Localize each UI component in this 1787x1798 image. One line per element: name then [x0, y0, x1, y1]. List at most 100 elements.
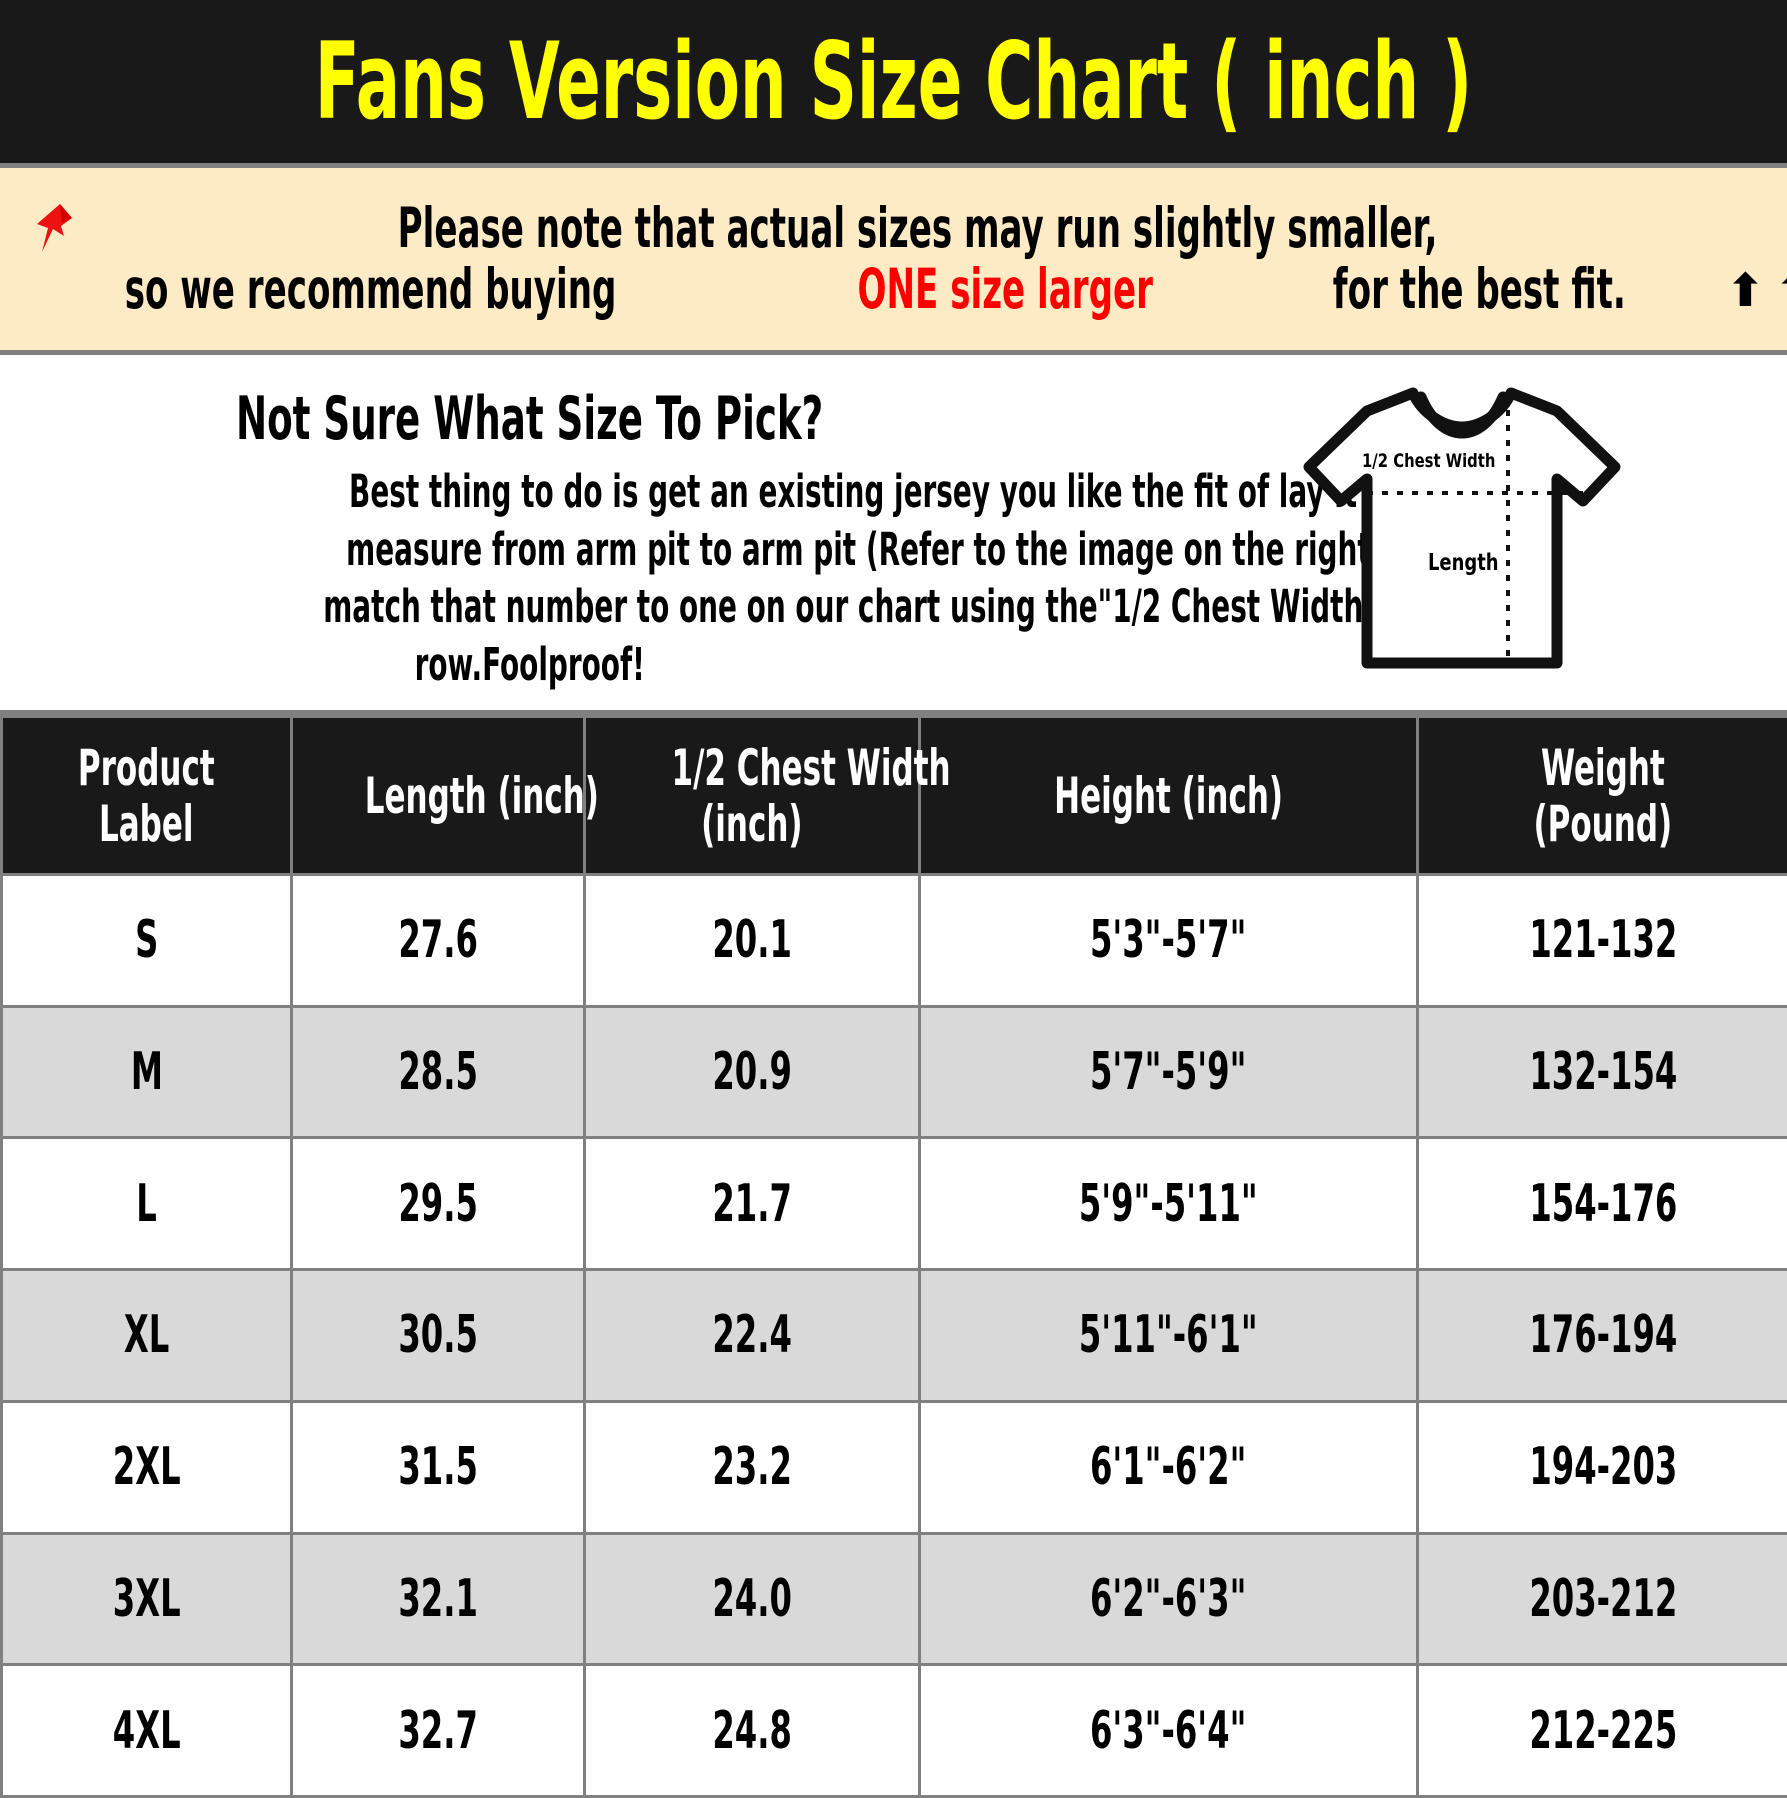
cell-height: 5'9"-5'11"	[918, 1136, 1419, 1272]
sizing-help-body-text: row.Foolproof!	[414, 637, 646, 691]
cell-half-chest-width-text: 21.7	[712, 1173, 792, 1234]
note-text-2b: for the best fit.	[1333, 257, 1627, 321]
cell-weight-text: 212-225	[1529, 1700, 1677, 1761]
col-header-line: 1/2 Chest Width	[671, 738, 951, 797]
size-table-body: S 27.6 20.1 5'3"-5'7" 121-132 M 28.5 20.9 5'7"-5…	[0, 873, 1787, 1798]
sizing-help-text: Not Sure What Size To Pick? Best thing t…	[0, 355, 1488, 694]
cell-product-label-text: M	[130, 1042, 163, 1103]
cell-half-chest-width-text: 24.8	[712, 1700, 792, 1761]
cell-half-chest-width-text: 24.0	[712, 1568, 792, 1629]
cell-weight-text: 194-203	[1529, 1437, 1677, 1498]
table-row: S 27.6 20.1 5'3"-5'7" 121-132	[0, 873, 1787, 1008]
arrow-up-icon-1: ⬆	[1726, 262, 1765, 317]
cell-length-text: 31.5	[398, 1437, 478, 1498]
table-header-row: Product Label Length (inch) 1/2 Chest Wi…	[0, 715, 1787, 876]
table-row: L 29.5 21.7 5'9"-5'11" 154-176	[0, 1136, 1787, 1272]
col-header-line: Height (inch)	[1054, 766, 1283, 825]
cell-weight-text: 154-176	[1529, 1173, 1677, 1234]
cell-length: 27.6	[290, 873, 586, 1008]
col-header-height: Height (inch)	[918, 715, 1419, 876]
table-row: 3XL 32.1 24.0 6'2"-6'3" 203-212	[0, 1531, 1787, 1667]
cell-product-label: 3XL	[0, 1531, 293, 1667]
cell-length: 32.1	[290, 1531, 586, 1667]
size-table: Product Label Length (inch) 1/2 Chest Wi…	[0, 715, 1787, 1798]
table-row: XL 30.5 22.4 5'11"-6'1" 176-194	[0, 1268, 1787, 1403]
cell-height: 6'3"-6'4"	[918, 1663, 1419, 1798]
cell-weight: 121-132	[1416, 873, 1787, 1008]
cell-half-chest-width-text: 22.4	[712, 1305, 792, 1366]
cell-height-text: 5'11"-6'1"	[1079, 1305, 1258, 1366]
cell-length-text: 30.5	[398, 1305, 478, 1366]
cell-product-label-text: L	[136, 1173, 157, 1234]
sizing-help-heading-text: Not Sure What Size To Pick?	[236, 384, 824, 454]
table-row: 2XL 31.5 23.2 6'1"-6'2" 194-203	[0, 1399, 1787, 1535]
cell-weight-text: 203-212	[1529, 1568, 1677, 1629]
page-title: Fans Version Size Chart ( inch )	[314, 19, 1473, 143]
cell-weight-text: 176-194	[1529, 1305, 1677, 1366]
cell-weight: 194-203	[1416, 1399, 1787, 1535]
cell-height: 5'3"-5'7"	[918, 873, 1419, 1008]
divider-under-note	[0, 350, 1787, 355]
cell-length-text: 28.5	[398, 1042, 478, 1103]
cell-length-text: 32.7	[398, 1700, 478, 1761]
cell-half-chest-width: 21.7	[583, 1136, 921, 1272]
cell-length: 28.5	[290, 1004, 586, 1140]
note-line-1: Please note that actual sizes may run sl…	[31, 195, 1756, 260]
col-header-line: Label	[99, 794, 194, 853]
col-header-product-label: Product Label	[0, 715, 293, 876]
cell-half-chest-width-text: 23.2	[712, 1437, 792, 1498]
cell-product-label: 4XL	[0, 1663, 293, 1798]
cell-weight: 176-194	[1416, 1268, 1787, 1403]
cell-height-text: 6'3"-6'4"	[1090, 1700, 1247, 1761]
divider-under-title	[0, 163, 1787, 168]
cell-half-chest-width: 24.0	[583, 1531, 921, 1667]
cell-height: 5'7"-5'9"	[918, 1004, 1419, 1140]
title-bar: Fans Version Size Chart ( inch )	[0, 0, 1787, 163]
col-header-half-chest-width: 1/2 Chest Width (inch)	[583, 715, 951, 876]
sizing-help-body-line: match that number to one on our chart us…	[0, 578, 1378, 636]
cell-height: 5'11"-6'1"	[918, 1268, 1419, 1403]
cell-length-text: 27.6	[398, 910, 478, 971]
tshirt-length-label: Length	[1428, 550, 1499, 576]
sizing-help-body-text: measure from arm pit to arm pit (Refer t…	[346, 522, 1476, 576]
table-row: 4XL 32.7 24.8 6'3"-6'4" 212-225	[0, 1663, 1787, 1798]
cell-length: 31.5	[290, 1399, 586, 1535]
cell-product-label-text: XL	[123, 1305, 170, 1366]
col-header-line: Product	[78, 738, 215, 797]
cell-half-chest-width: 20.1	[583, 873, 921, 1008]
note-highlight: ONE size larger	[857, 257, 1153, 321]
note-text-1: Please note that actual sizes may run sl…	[397, 195, 1438, 260]
cell-length-text: 29.5	[398, 1173, 478, 1234]
tshirt-chest-label: 1/2 Chest Width	[1362, 450, 1496, 472]
cell-height: 6'1"-6'2"	[918, 1399, 1419, 1535]
cell-height-text: 5'3"-5'7"	[1090, 910, 1247, 971]
note-text-2a: so we recommend buying	[124, 257, 617, 321]
col-header-line: (Pound)	[1533, 794, 1673, 853]
note-banner: Please note that actual sizes may run sl…	[0, 168, 1787, 350]
sizing-help-body-text: Best thing to do is get an existing jers…	[349, 465, 1489, 518]
cell-weight: 212-225	[1416, 1663, 1787, 1798]
sizing-help-section: Not Sure What Size To Pick? Best thing t…	[0, 355, 1787, 710]
cell-half-chest-width: 24.8	[583, 1663, 921, 1798]
cell-height-text: 6'1"-6'2"	[1090, 1437, 1247, 1498]
cell-height: 6'2"-6'3"	[918, 1531, 1419, 1667]
divider-above-table	[0, 710, 1787, 715]
cell-half-chest-width: 22.4	[583, 1268, 921, 1403]
sizing-help-body-line: Best thing to do is get an existing jers…	[0, 463, 1488, 521]
cell-product-label-text: 4XL	[112, 1700, 181, 1761]
cell-weight: 154-176	[1416, 1136, 1787, 1272]
col-header-weight: Weight (Pound)	[1416, 715, 1787, 876]
cell-length-text: 32.1	[398, 1568, 478, 1629]
cell-half-chest-width: 20.9	[583, 1004, 921, 1140]
cell-product-label-text: 2XL	[112, 1437, 181, 1498]
cell-half-chest-width-text: 20.1	[712, 910, 792, 971]
cell-product-label: XL	[0, 1268, 293, 1403]
col-header-line: Weight	[1541, 738, 1665, 797]
cell-product-label: S	[0, 873, 293, 1008]
col-header-length: Length (inch)	[290, 715, 599, 876]
sizing-help-body-line: measure from arm pit to arm pit (Refer t…	[0, 521, 1476, 579]
cell-product-label-text: 3XL	[112, 1568, 181, 1629]
cell-product-label: M	[0, 1004, 293, 1140]
sizing-help-body-line: row.Foolproof!	[0, 636, 1060, 694]
